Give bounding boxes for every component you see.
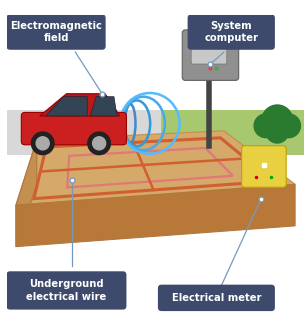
FancyBboxPatch shape [158, 284, 275, 311]
FancyBboxPatch shape [21, 112, 126, 145]
Text: Underground
electrical wire: Underground electrical wire [26, 279, 107, 301]
Polygon shape [40, 94, 120, 116]
Polygon shape [161, 110, 304, 155]
FancyBboxPatch shape [6, 271, 126, 310]
Text: System
computer: System computer [204, 21, 258, 43]
Text: Electromagnetic
field: Electromagnetic field [10, 21, 102, 43]
FancyBboxPatch shape [242, 146, 286, 187]
FancyBboxPatch shape [188, 14, 275, 50]
Circle shape [88, 132, 110, 155]
Circle shape [262, 105, 293, 136]
Polygon shape [46, 97, 87, 116]
FancyBboxPatch shape [191, 40, 227, 64]
Polygon shape [7, 110, 304, 155]
Circle shape [277, 114, 300, 138]
Polygon shape [16, 140, 37, 247]
FancyBboxPatch shape [6, 14, 106, 50]
Circle shape [36, 137, 49, 150]
FancyBboxPatch shape [182, 30, 239, 80]
Circle shape [254, 114, 278, 138]
Circle shape [93, 137, 106, 150]
Circle shape [266, 120, 288, 143]
Text: Electrical meter: Electrical meter [172, 293, 261, 303]
Polygon shape [16, 184, 295, 247]
Circle shape [31, 132, 54, 155]
Polygon shape [16, 131, 295, 205]
Polygon shape [90, 97, 117, 116]
